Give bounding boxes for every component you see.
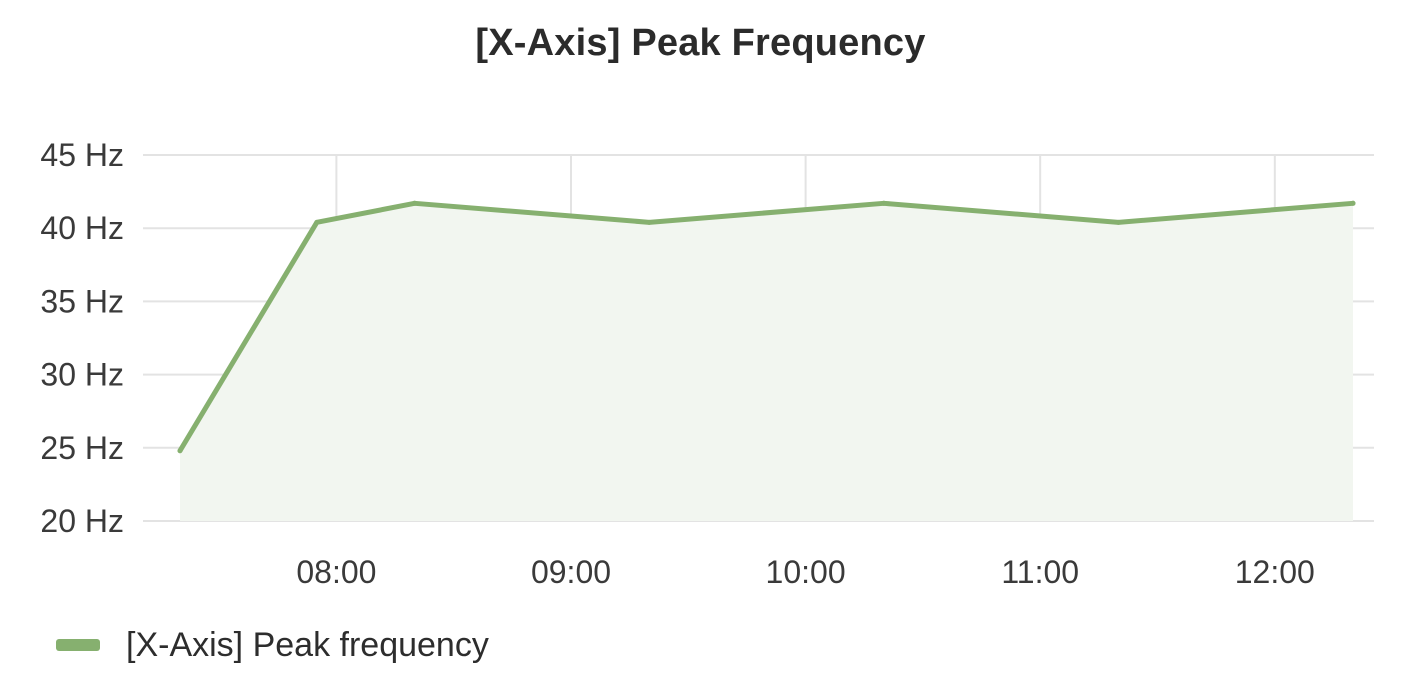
y-tick-label: 30 Hz [40,357,124,393]
y-tick-label: 35 Hz [40,283,124,319]
data-point [412,200,418,206]
data-point [1115,219,1121,225]
series-layer [177,200,1356,454]
series-area [180,203,1353,521]
area-layer [180,203,1353,521]
legend[interactable]: [X-Axis] Peak frequency [56,620,489,670]
y-tick-label: 25 Hz [40,430,124,466]
y-axis: 20 Hz 25 Hz 30 Hz 35 Hz 40 Hz 45 Hz [40,137,124,539]
y-tick-label: 40 Hz [40,210,124,246]
x-tick-label: 08:00 [296,554,376,590]
y-tick-label: 45 Hz [40,137,124,173]
data-point [177,448,183,454]
legend-label-peak-frequency[interactable]: [X-Axis] Peak frequency [126,625,489,664]
data-point [1350,200,1356,206]
x-axis: 08:00 09:00 10:00 11:00 12:00 [296,554,1314,590]
legend-swatch [56,639,100,651]
x-tick-label: 09:00 [531,554,611,590]
x-tick-label: 11:00 [1001,554,1079,590]
chart-title: [X-Axis] Peak Frequency [475,22,926,64]
data-point [646,219,652,225]
x-tick-label: 12:00 [1235,554,1315,590]
data-point [314,219,320,225]
x-tick-label: 10:00 [766,554,846,590]
data-point [881,200,887,206]
y-tick-label: 20 Hz [40,503,124,539]
